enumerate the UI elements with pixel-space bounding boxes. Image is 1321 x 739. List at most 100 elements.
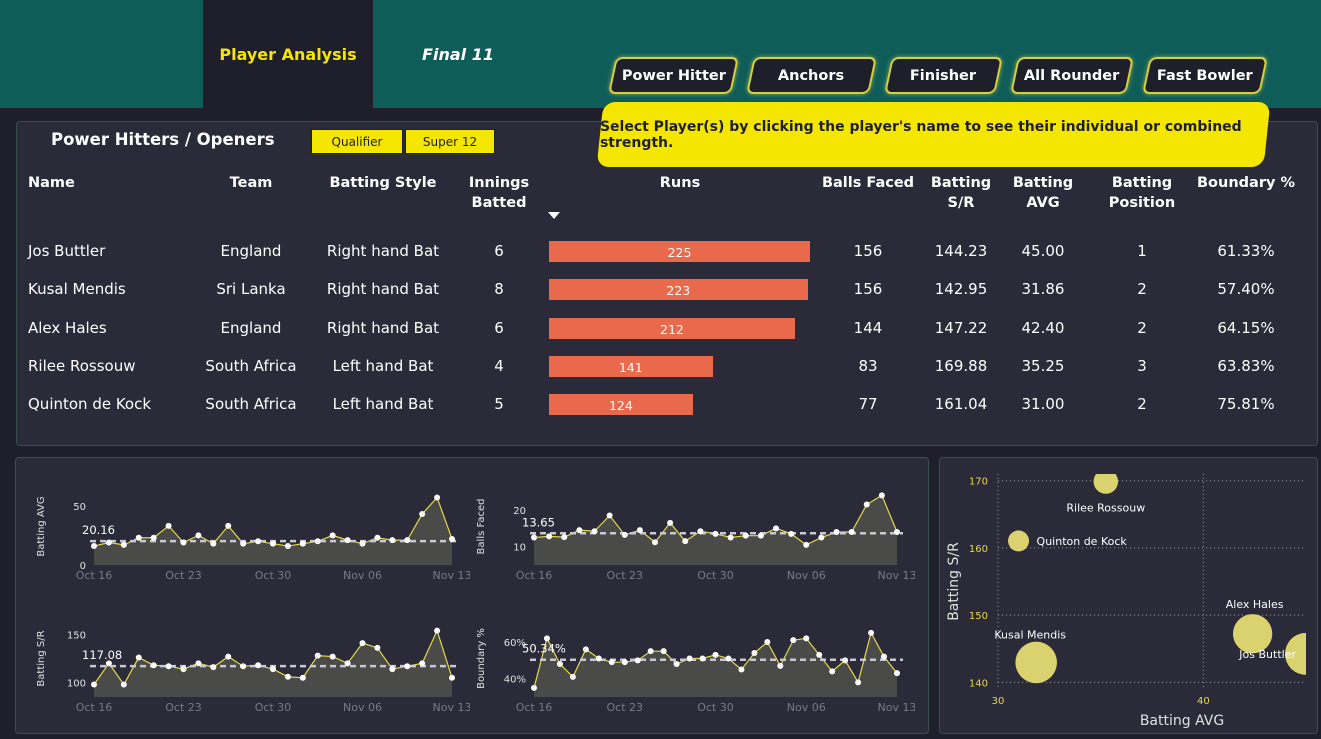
data-point[interactable]: [105, 660, 112, 667]
column-header-batting-avg[interactable]: Batting AVG: [1012, 175, 1074, 211]
fast-bowler-button[interactable]: Fast Bowler: [1142, 57, 1268, 94]
data-point[interactable]: [135, 654, 142, 661]
data-point[interactable]: [697, 528, 704, 535]
data-point[interactable]: [531, 684, 537, 691]
tab-final-11[interactable]: Final 11: [422, 44, 494, 64]
data-point[interactable]: [359, 640, 366, 647]
data-point[interactable]: [725, 655, 732, 662]
data-point[interactable]: [434, 494, 441, 501]
data-point[interactable]: [777, 662, 784, 669]
data-point[interactable]: [569, 673, 576, 680]
data-point[interactable]: [773, 525, 779, 532]
data-point[interactable]: [667, 519, 674, 526]
data-point[interactable]: [240, 663, 247, 670]
player-name[interactable]: Jos Buttler: [28, 242, 106, 260]
data-point[interactable]: [712, 651, 719, 658]
data-point[interactable]: [842, 657, 849, 664]
data-point[interactable]: [419, 660, 426, 667]
super-12-filter-button[interactable]: Super 12: [405, 129, 495, 154]
data-point[interactable]: [419, 511, 426, 518]
data-point[interactable]: [816, 651, 823, 658]
data-point[interactable]: [120, 541, 127, 548]
data-point[interactable]: [591, 528, 598, 535]
data-point[interactable]: [606, 512, 613, 519]
data-point[interactable]: [647, 648, 654, 655]
data-point[interactable]: [682, 538, 689, 545]
data-point[interactable]: [389, 666, 396, 673]
qualifier-filter-button[interactable]: Qualifier: [311, 129, 403, 154]
column-header-batting-style[interactable]: Batting Style: [329, 175, 437, 191]
data-point[interactable]: [652, 539, 658, 546]
data-point[interactable]: [434, 627, 441, 634]
column-header-batting-sr[interactable]: Batting S/R: [930, 175, 992, 211]
data-point[interactable]: [595, 655, 602, 662]
power-hitter-button[interactable]: Power Hitter: [608, 57, 739, 94]
data-point[interactable]: [374, 644, 381, 651]
data-point[interactable]: [742, 532, 749, 539]
data-point[interactable]: [582, 646, 589, 653]
data-point[interactable]: [636, 527, 643, 534]
data-point[interactable]: [180, 666, 187, 673]
data-point[interactable]: [299, 674, 306, 681]
player-bubble[interactable]: [1285, 632, 1317, 675]
data-point[interactable]: [543, 635, 550, 642]
data-point[interactable]: [621, 659, 628, 666]
data-point[interactable]: [329, 532, 336, 539]
data-point[interactable]: [389, 537, 396, 544]
data-point[interactable]: [150, 662, 157, 669]
data-point[interactable]: [699, 655, 706, 662]
data-point[interactable]: [374, 534, 381, 541]
data-point[interactable]: [788, 530, 795, 537]
data-point[interactable]: [284, 543, 291, 550]
data-point[interactable]: [255, 662, 262, 669]
data-point[interactable]: [120, 681, 127, 688]
data-point[interactable]: [165, 522, 172, 529]
data-point[interactable]: [546, 533, 553, 540]
data-point[interactable]: [150, 534, 157, 541]
data-point[interactable]: [855, 679, 862, 686]
anchors-button[interactable]: Anchors: [746, 57, 877, 94]
data-point[interactable]: [894, 529, 900, 535]
data-point[interactable]: [240, 540, 247, 547]
player-name[interactable]: Kusal Mendis: [28, 280, 126, 298]
data-point[interactable]: [686, 655, 693, 662]
finisher-button[interactable]: Finisher: [884, 57, 1003, 94]
data-point[interactable]: [531, 534, 537, 541]
data-point[interactable]: [210, 540, 217, 547]
data-point[interactable]: [894, 670, 900, 677]
data-point[interactable]: [270, 540, 276, 547]
tab-player-analysis[interactable]: Player Analysis: [203, 0, 373, 108]
player-bubble[interactable]: [1008, 530, 1030, 552]
data-point[interactable]: [634, 657, 641, 664]
data-point[interactable]: [91, 543, 97, 550]
data-point[interactable]: [556, 661, 563, 667]
data-point[interactable]: [135, 534, 142, 541]
player-bubble[interactable]: [1015, 641, 1057, 684]
data-point[interactable]: [449, 535, 455, 542]
column-header-team[interactable]: Team: [229, 175, 273, 191]
player-name[interactable]: Quinton de Kock: [28, 395, 152, 413]
column-header-innings[interactable]: Innings Batted: [468, 175, 530, 211]
data-point[interactable]: [576, 527, 583, 534]
data-point[interactable]: [561, 534, 568, 541]
data-point[interactable]: [818, 534, 825, 541]
data-point[interactable]: [449, 674, 455, 681]
data-point[interactable]: [712, 530, 719, 537]
player-name[interactable]: Rilee Rossouw: [28, 357, 136, 375]
column-header-balls-faced[interactable]: Balls Faced: [821, 175, 915, 191]
data-point[interactable]: [344, 537, 351, 544]
data-point[interactable]: [608, 659, 615, 666]
data-point[interactable]: [105, 539, 112, 546]
data-point[interactable]: [165, 663, 172, 670]
data-point[interactable]: [727, 534, 734, 541]
data-point[interactable]: [210, 664, 217, 671]
data-point[interactable]: [803, 635, 810, 642]
data-point[interactable]: [863, 501, 870, 508]
column-header-runs[interactable]: Runs: [659, 175, 701, 191]
data-point[interactable]: [881, 653, 888, 660]
data-point[interactable]: [738, 666, 745, 673]
data-point[interactable]: [404, 663, 411, 670]
sort-descending-icon[interactable]: [548, 212, 560, 219]
data-point[interactable]: [848, 529, 855, 535]
column-header-batting-position[interactable]: Batting Position: [1108, 175, 1176, 211]
